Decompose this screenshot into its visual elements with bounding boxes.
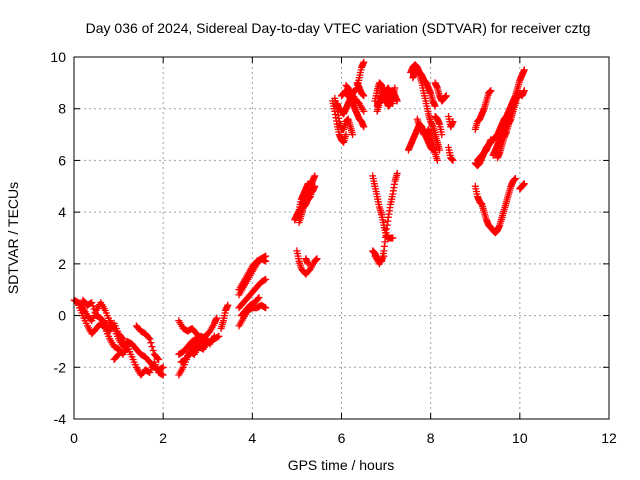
data-point	[487, 87, 495, 95]
data-point	[393, 169, 401, 177]
x-tick-label: 4	[248, 430, 256, 446]
data-point	[360, 92, 368, 100]
data-point	[380, 252, 388, 260]
data-point	[149, 347, 157, 354]
data-point	[304, 260, 312, 268]
data-point	[210, 332, 218, 340]
y-tick-labels: -4 -2 0 2 4 6 8 10	[50, 49, 66, 427]
data-point	[262, 304, 270, 312]
data-point	[159, 363, 167, 371]
y-tick-label: 4	[58, 204, 66, 220]
x-tick-label: 10	[512, 430, 528, 446]
data-point	[389, 234, 397, 242]
data-point	[433, 156, 441, 164]
data-point	[449, 118, 457, 126]
data-point	[431, 102, 439, 110]
x-tick-labels: 0 2 4 6 8 10 12	[70, 430, 617, 446]
x-tick-label: 12	[601, 430, 617, 446]
y-tick-label: 6	[58, 152, 66, 168]
chart-title: Day 036 of 2024, Sidereal Day-to-day VTE…	[86, 20, 591, 36]
data-point	[309, 185, 316, 193]
data-point	[224, 301, 232, 309]
data-point	[254, 295, 262, 303]
data-point	[520, 180, 528, 188]
data-point	[449, 156, 457, 164]
data-point	[91, 308, 99, 316]
data-point	[487, 136, 495, 144]
data-point	[342, 131, 350, 139]
data-point	[255, 294, 263, 301]
data-point	[389, 100, 397, 107]
data-point	[88, 299, 96, 307]
data-point	[360, 107, 368, 115]
data-point	[391, 84, 399, 92]
x-tick-label: 6	[338, 430, 346, 446]
x-tick-label: 0	[70, 430, 78, 446]
data-point	[147, 339, 155, 347]
data-point	[204, 337, 212, 345]
y-tick-label: 2	[58, 256, 66, 272]
data-points	[70, 58, 528, 379]
x-axis-label: GPS time / hours	[288, 457, 395, 473]
data-point	[124, 345, 131, 353]
data-point	[115, 350, 123, 358]
data-point	[349, 131, 357, 139]
data-point	[89, 302, 97, 310]
data-point	[213, 314, 221, 322]
y-tick-label: 0	[58, 308, 66, 324]
data-point	[442, 92, 450, 100]
data-point	[262, 275, 270, 283]
x-tick-label: 8	[427, 430, 435, 446]
data-point	[262, 257, 270, 265]
data-point	[514, 89, 522, 97]
data-point	[438, 131, 446, 139]
data-point	[261, 257, 269, 265]
y-tick-label: 8	[58, 101, 66, 117]
data-point	[520, 87, 528, 95]
data-point	[155, 356, 163, 363]
data-point	[118, 334, 126, 342]
data-point	[360, 58, 368, 66]
data-point	[159, 371, 167, 379]
data-point	[145, 334, 153, 342]
data-point	[520, 66, 528, 74]
y-tick-label: 10	[50, 49, 66, 65]
data-point	[313, 255, 321, 263]
data-point	[114, 352, 121, 360]
y-axis-label: SDTVAR / TECUs	[5, 182, 21, 294]
data-point	[90, 305, 98, 313]
grid-lines	[74, 57, 609, 419]
data-point	[146, 335, 154, 343]
data-point	[148, 343, 156, 351]
x-tick-label: 2	[159, 430, 167, 446]
data-point	[154, 354, 162, 362]
y-tick-label: -2	[54, 359, 67, 375]
tick-marks	[73, 56, 610, 420]
y-tick-label: -4	[54, 411, 67, 427]
data-point	[360, 123, 368, 131]
data-point	[511, 175, 519, 182]
data-point	[311, 172, 319, 180]
